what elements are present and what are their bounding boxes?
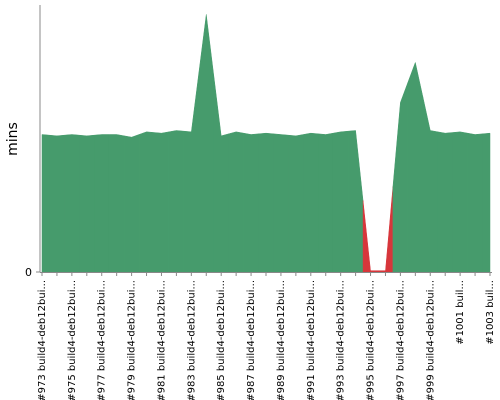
area-segment [213, 75, 229, 273]
area-segment [183, 73, 200, 273]
area-segment [228, 131, 244, 273]
y-axis-label: mins [5, 122, 21, 156]
x-tick-label: #983 build4-deb12bui... [186, 280, 197, 400]
area-segment [407, 61, 424, 273]
area-segment [168, 130, 185, 273]
area-segment [108, 134, 125, 273]
area-segment [273, 133, 289, 273]
area-segment [332, 130, 349, 273]
x-tick-label: #979 build4-deb12bui... [127, 280, 138, 400]
area-segment [123, 134, 140, 273]
x-tick-label: #1001 buil... [455, 280, 466, 345]
area-segment [392, 82, 409, 273]
area-segment [452, 131, 468, 273]
x-tick-label: #997 build4-deb12bui... [395, 280, 406, 400]
area-segment [49, 134, 65, 273]
x-tick-label: #981 build4-deb12bui... [156, 280, 167, 400]
area-segment [153, 131, 170, 273]
x-tick-label: #987 build4-deb12bui... [246, 280, 257, 400]
area-segment [303, 132, 319, 273]
area-segment [467, 132, 483, 273]
x-tick-label: #993 build4-deb12bui... [336, 280, 347, 400]
area-segment [318, 132, 334, 273]
area-segment [64, 134, 80, 273]
x-tick-label: #995 build4-deb12bui... [366, 280, 377, 400]
area-segment [422, 96, 438, 273]
area-segment [347, 130, 364, 273]
x-tick-label: #977 build4-deb12bui... [97, 280, 108, 400]
area-segment [437, 131, 453, 273]
x-tick-label: #991 build4-deb12bui... [306, 280, 317, 400]
area-segment [94, 134, 110, 273]
x-tick-label: #985 build4-deb12bui... [216, 280, 227, 400]
area-segment [198, 14, 214, 273]
x-tick-label: #973 build4-deb12bui... [37, 280, 48, 400]
y-tick-label: 0 [25, 266, 32, 279]
area-segment [258, 132, 274, 273]
x-tick-label: #975 build4-deb12bui... [67, 280, 78, 400]
x-tick-label: #999 build4-deb12bui... [425, 280, 436, 400]
area-segment [377, 186, 394, 273]
area-segment [138, 131, 155, 273]
area-segment [362, 200, 379, 273]
area-segment [243, 132, 259, 273]
area-segment [482, 132, 491, 273]
x-tick-label: #1003 buil... [485, 280, 496, 345]
x-tick-label: #989 build4-deb12bui... [276, 280, 287, 400]
area-segment [288, 134, 304, 273]
area-segment [41, 134, 50, 273]
area-segment [79, 134, 95, 273]
